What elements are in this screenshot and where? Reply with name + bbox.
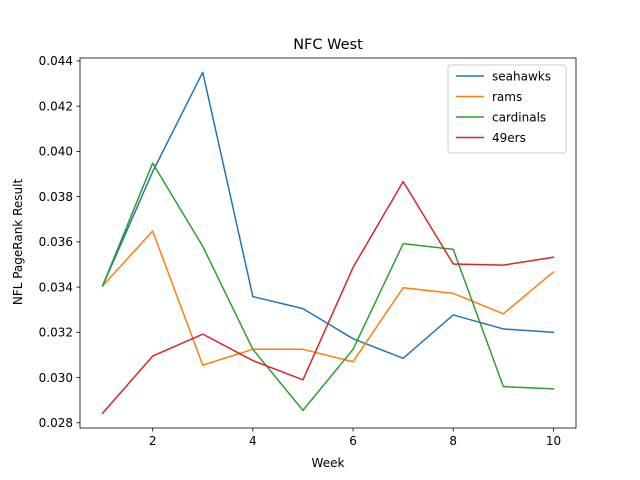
y-axis: 0.028 0.030 0.032 0.034 0.036 0.038 0.040 0.042… [39,54,80,430]
legend-label-cardinals: cardinals [492,110,546,124]
x-axis: 2 4 6 8 10 [149,428,561,448]
plot-lines [101,71,555,415]
x-tick-label: 2 [149,434,157,448]
x-axis-label: Week [312,456,345,470]
x-tick-label: 8 [449,434,457,448]
legend-box [447,64,567,154]
x-tick-label: 4 [249,434,257,448]
y-tick-label: 0.036 [39,235,73,249]
y-tick-label: 0.034 [39,280,73,294]
y-axis-label: NFL PageRank Result [11,179,25,306]
y-tick-label: 0.030 [39,371,73,385]
legend: seahawks rams cardinals 49ers [447,64,567,154]
y-tick-label: 0.042 [39,99,73,113]
chart-title: NFC West [293,37,363,53]
y-tick-label: 0.038 [39,190,73,204]
x-tick-label: 10 [546,434,561,448]
y-tick-label: 0.044 [39,54,73,68]
y-tick-label: 0.032 [39,326,73,340]
series-line-rams [101,230,555,366]
series-line-49ers [101,180,555,415]
plot-frame [79,57,577,429]
x-tick-label: 6 [349,434,357,448]
y-tick-label: 0.028 [39,416,73,430]
y-tick-label: 0.040 [39,145,73,159]
series-line-cardinals [101,162,555,412]
legend-label-49ers: 49ers [492,131,526,145]
legend-label-rams: rams [492,90,522,104]
legend-label-seahawks: seahawks [492,69,551,83]
